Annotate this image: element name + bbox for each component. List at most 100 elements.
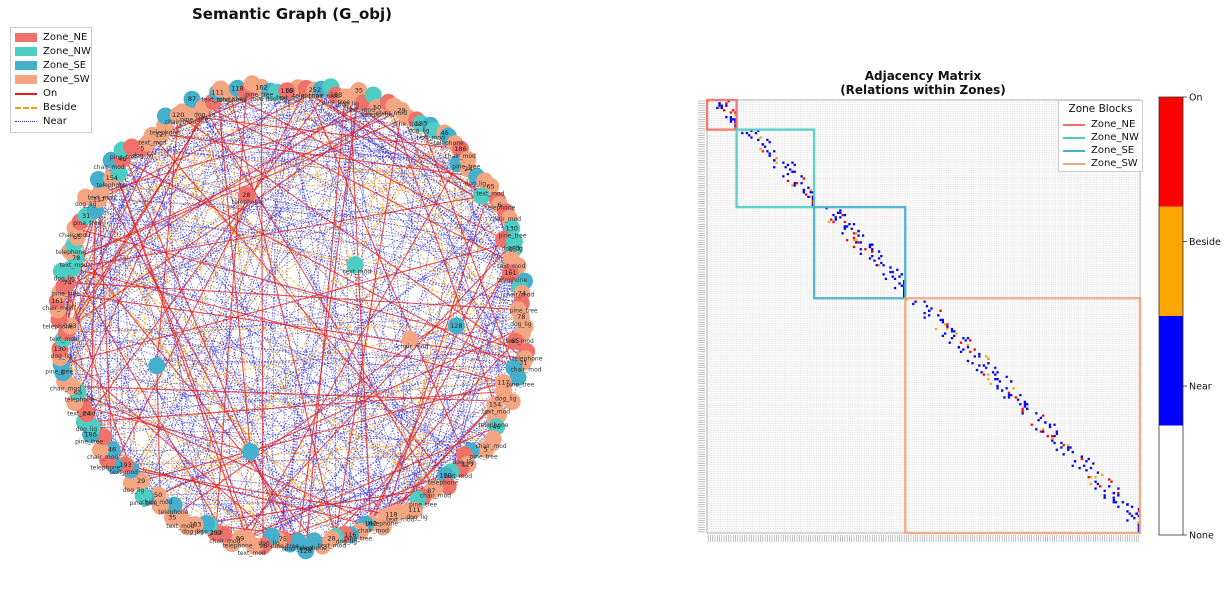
matrix-cell: [962, 337, 965, 340]
near-edge: [397, 258, 512, 513]
near-edge: [414, 148, 461, 510]
node-class-label: chair_mod: [50, 385, 81, 392]
matrix-cell: [871, 250, 874, 253]
matrix-cell: [782, 161, 785, 164]
node-class-label: pine_tree: [195, 529, 223, 536]
node-id-label: 65: [511, 337, 519, 345]
matrix-cell: [930, 307, 933, 310]
node-class-label: chair_mod: [282, 545, 313, 552]
on-edge: [72, 195, 482, 269]
matrix-cell: [928, 314, 931, 317]
node-class-label: telephone: [90, 464, 120, 471]
near-edge: [156, 135, 449, 367]
matrix-cell: [795, 182, 799, 185]
matrix-cell: [722, 109, 726, 112]
matrix-cell: [1130, 505, 1134, 508]
matrix-cell: [1126, 510, 1129, 513]
node-class-label: pine_tree: [322, 99, 350, 106]
sw-line-swatch: [1063, 162, 1085, 165]
near-edge: [73, 244, 524, 363]
matrix-cell: [982, 364, 986, 367]
near-edge: [203, 107, 291, 545]
graph-node: [503, 393, 521, 411]
node-class-label: dog_lig: [465, 181, 487, 188]
matrix-cell: [761, 150, 764, 153]
node-id-label: 162: [255, 84, 267, 92]
beside-edge: [286, 90, 436, 489]
matrix-cell: [766, 150, 769, 153]
node-id-label: 118: [231, 84, 243, 92]
on-edge: [97, 179, 299, 542]
near-edge: [59, 142, 148, 358]
on-edge: [305, 96, 346, 551]
beside-edge: [101, 180, 485, 192]
matrix-cell: [718, 102, 721, 105]
matrix-cell: [761, 143, 764, 146]
beside-edge: [130, 94, 337, 484]
matrix-cell: [1055, 432, 1058, 436]
matrix-cell: [786, 179, 790, 183]
node-class-label: chair_mod: [475, 443, 506, 450]
node-class-label: pine_tree: [393, 121, 421, 128]
node-id-label: 96: [259, 542, 267, 550]
node-id-label: 130: [506, 224, 518, 232]
matrix-cell: [1117, 505, 1120, 508]
node-class-label: dog_lig: [194, 111, 216, 118]
matrix-cell: [1103, 494, 1106, 497]
matrix-cell: [852, 239, 856, 242]
node-id-label: 24: [83, 410, 91, 418]
colorbar-tick-label: On: [1189, 93, 1203, 104]
node-id-label: 6: [61, 369, 65, 377]
matrix-cell: [1117, 494, 1120, 497]
node-id-label: 128: [450, 322, 462, 330]
near-edge: [215, 148, 461, 534]
near-edge: [64, 99, 193, 382]
matrix-cell: [1039, 430, 1043, 433]
node-class-label: telephone: [158, 509, 188, 516]
matrix-cell: [914, 300, 917, 303]
beside-edge: [58, 143, 456, 321]
node-class-label: chair_mod: [420, 493, 451, 500]
matrix-cell: [729, 120, 733, 123]
colorbar-segment: [1159, 206, 1183, 316]
near-edge: [385, 417, 496, 517]
node-id-label: 161: [51, 297, 63, 305]
zone-se-swatch: [15, 61, 37, 70]
matrix-cell: [953, 334, 956, 338]
beside-edge: [215, 326, 526, 534]
matrix-cell: [1023, 403, 1027, 406]
beside-edge: [63, 338, 157, 367]
block-legend-nw: Zone_NW: [1063, 131, 1139, 144]
matrix-cell: [966, 343, 970, 347]
node-class-label: dog_lig: [76, 426, 98, 433]
zone-block-border: [812, 205, 907, 300]
near-edge: [103, 436, 272, 537]
matrix-cell: [868, 257, 872, 260]
node-id-label: 120: [172, 111, 184, 119]
matrix-cell: [996, 371, 999, 374]
near-edge: [122, 159, 158, 366]
on-edge: [98, 88, 322, 200]
graph-node: [447, 317, 465, 335]
graph-node: [156, 107, 174, 125]
near-edge: [77, 391, 386, 517]
node-class-label: dog_lig: [258, 540, 280, 547]
node-class-label: telephone: [222, 542, 252, 549]
matrix-cell: [1092, 462, 1095, 465]
beside-edge: [151, 135, 449, 487]
legend-rel-beside: Beside: [15, 101, 77, 114]
near-edge: [131, 146, 504, 240]
node-class-label: dog_lig: [501, 245, 523, 252]
matrix-cell: [987, 362, 990, 365]
on-edge: [365, 258, 512, 525]
graph-node: [77, 188, 95, 206]
matrix-cell: [966, 337, 970, 340]
node-class-label: text_mod: [386, 517, 414, 524]
near-edge: [391, 426, 497, 516]
near-edge: [59, 292, 104, 437]
node-id-label: 111: [211, 89, 223, 97]
near-edge: [344, 96, 519, 378]
matrix-cell: [1007, 393, 1011, 397]
node-class-label: pine_tree: [45, 369, 73, 376]
matrix-cell: [802, 191, 805, 194]
